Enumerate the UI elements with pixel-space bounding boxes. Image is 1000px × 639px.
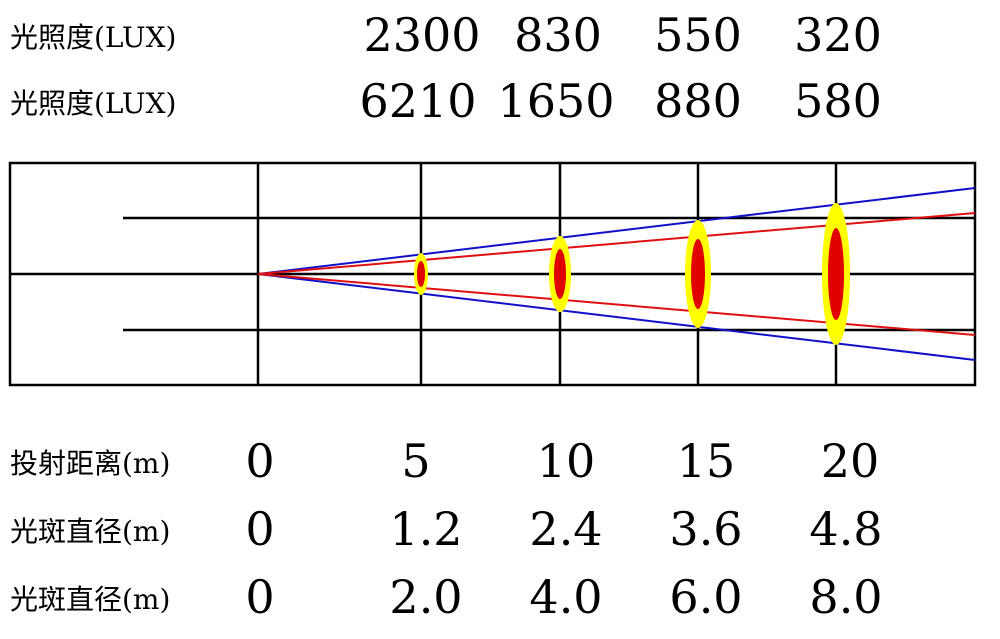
light-spots [414,203,850,345]
row-label: 投射距离(m) [10,447,171,480]
diameter-value: 3.6 [669,502,743,556]
illuminance-value: 550 [654,8,742,62]
inner-beam-lower [257,273,976,336]
outer-beam-upper [257,187,976,275]
row-label: 光斑直径(m) [10,515,171,548]
inner-beam-upper [257,212,976,275]
inner-spot-15m [691,239,705,309]
diameter-value: 2.0 [389,570,463,624]
illuminance-value: 880 [654,74,742,128]
distance-value: 10 [536,434,596,488]
illuminance-value: 320 [794,8,882,62]
diameter-value: 6.0 [669,570,743,624]
diameter-value: 0 [245,570,275,624]
diameter-value: 8.0 [809,570,883,624]
inner-spot-5m [417,261,425,287]
illuminance-value: 580 [794,74,882,128]
diameter-value: 2.4 [529,502,603,556]
distance-value: 20 [820,434,880,488]
illuminance-value: 1650 [497,74,615,128]
beam-lines [257,187,976,361]
illuminance-value: 6210 [359,74,477,128]
row-label: 光斑直径(m) [10,583,171,616]
row-label: 光照度(LUX) [10,87,177,120]
inner-spot-10m [554,249,566,299]
distance-value: 15 [676,434,736,488]
illuminance-value: 2300 [363,8,481,62]
diameter-value: 1.2 [389,502,463,556]
distance-value: 0 [245,434,275,488]
inner-spot-20m [828,228,844,320]
row-label: 光照度(LUX) [10,21,177,54]
illuminance-value: 830 [514,8,602,62]
distance-value: 5 [401,434,431,488]
diameter-value: 4.0 [529,570,603,624]
outer-beam-lower [257,273,976,361]
diameter-value: 0 [245,502,275,556]
diameter-value: 4.8 [809,502,883,556]
